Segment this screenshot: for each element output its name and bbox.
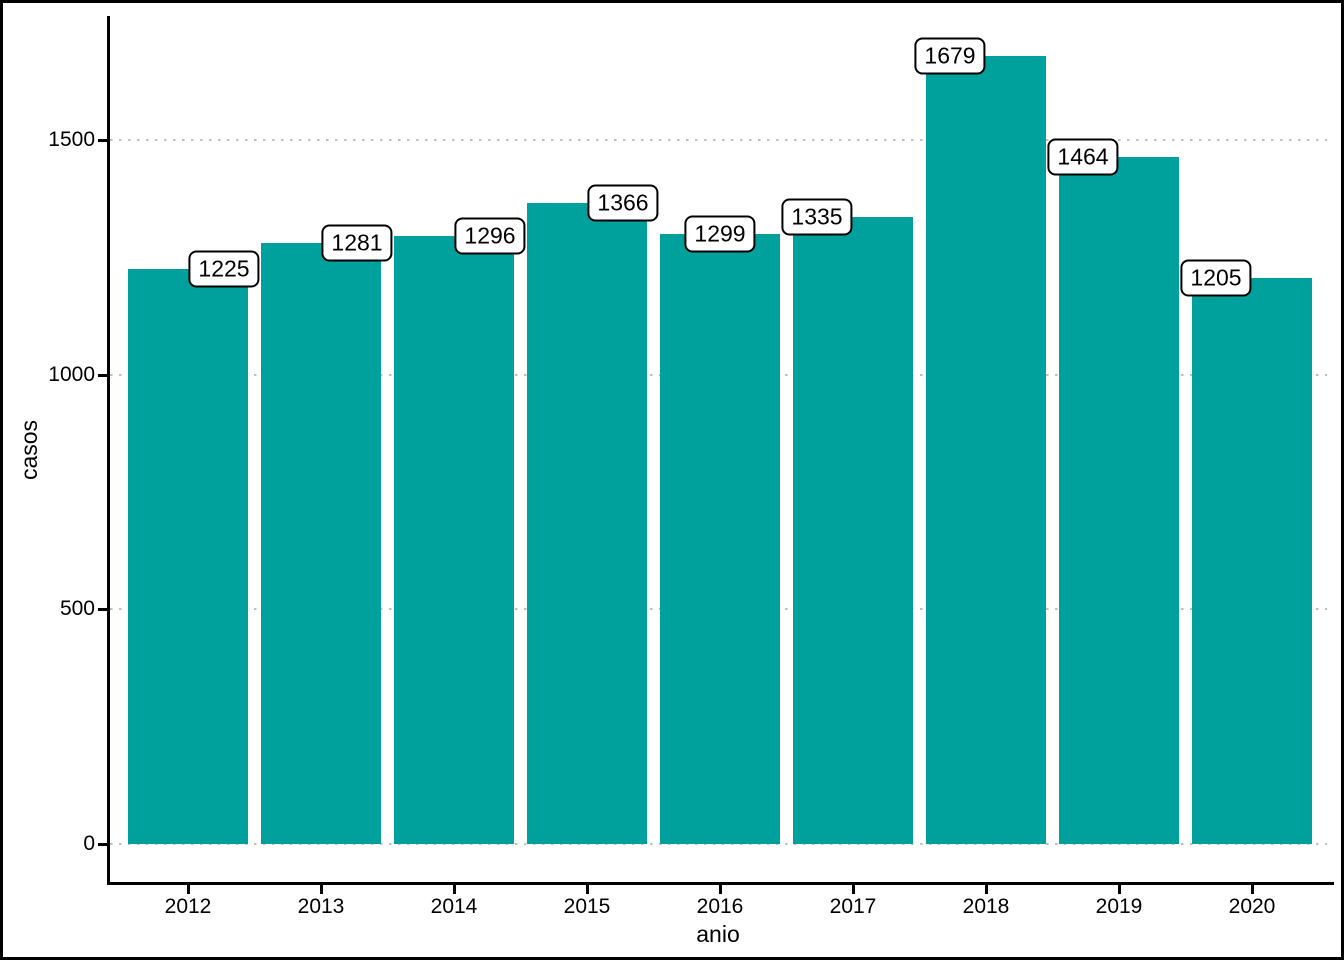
x-tick-label-2015: 2015	[563, 895, 611, 918]
bar-value-label-2020: 1205	[1180, 259, 1252, 297]
x-axis-line	[107, 882, 1334, 885]
bar-2017	[793, 217, 913, 844]
y-tick-label-0: 0	[83, 832, 95, 855]
x-tick-2016	[719, 885, 722, 894]
bar-2020	[1192, 278, 1312, 844]
bar-value-label-2018: 1679	[914, 37, 986, 75]
y-tick-label-1000: 1000	[48, 362, 95, 386]
x-tick-label-2017: 2017	[829, 895, 877, 918]
plot-panel: 0 500 1000 1500 2012 2013 2014 2015 2016 2017 2018…	[3, 3, 1341, 957]
bar-value-label-2017: 1335	[781, 198, 853, 236]
y-tick-500	[98, 608, 107, 612]
bar-2018	[926, 55, 1046, 844]
y-tick-0	[98, 843, 107, 846]
x-tick-label-2012: 2012	[164, 895, 212, 918]
x-tick-2018	[985, 885, 988, 894]
y-tick-1000	[98, 373, 107, 377]
x-tick-2017	[852, 885, 855, 894]
bar-2014	[394, 235, 514, 844]
gridline-1500	[110, 139, 1327, 141]
x-tick-label-2013: 2013	[297, 895, 345, 918]
gridline-0	[110, 843, 1327, 845]
bar-value-label-2019: 1464	[1047, 138, 1119, 176]
x-tick-2012	[187, 885, 190, 894]
x-tick-label-2016: 2016	[696, 895, 744, 918]
x-tick-label-2018: 2018	[962, 895, 1010, 918]
bar-value-label-2012: 1225	[188, 250, 260, 288]
y-tick-1500	[98, 139, 107, 142]
bar-2013	[261, 242, 381, 844]
bar-value-label-2016: 1299	[684, 215, 756, 253]
bar-value-label-2015: 1366	[587, 184, 659, 222]
x-tick-label-2014: 2014	[430, 895, 478, 918]
y-tick-label-1500: 1500	[48, 128, 95, 151]
bar-value-label-2014: 1296	[454, 217, 526, 255]
y-axis-line	[107, 16, 110, 885]
x-tick-2013	[320, 885, 323, 894]
x-tick-2020	[1251, 885, 1254, 894]
y-tick-label-500: 500	[59, 597, 95, 621]
x-axis-title: anio	[696, 921, 740, 947]
bar-2012	[128, 269, 248, 844]
y-axis-title: casos	[16, 419, 42, 481]
x-tick-2015	[586, 885, 589, 894]
bar-2015	[527, 202, 647, 844]
bar-2019	[1059, 156, 1179, 844]
bar-value-label-2013: 1281	[321, 224, 393, 262]
x-tick-2014	[453, 885, 456, 894]
x-tick-label-2020: 2020	[1228, 895, 1276, 918]
bar-2016	[660, 234, 780, 844]
x-tick-2019	[1118, 885, 1121, 894]
x-tick-label-2019: 2019	[1095, 895, 1143, 918]
